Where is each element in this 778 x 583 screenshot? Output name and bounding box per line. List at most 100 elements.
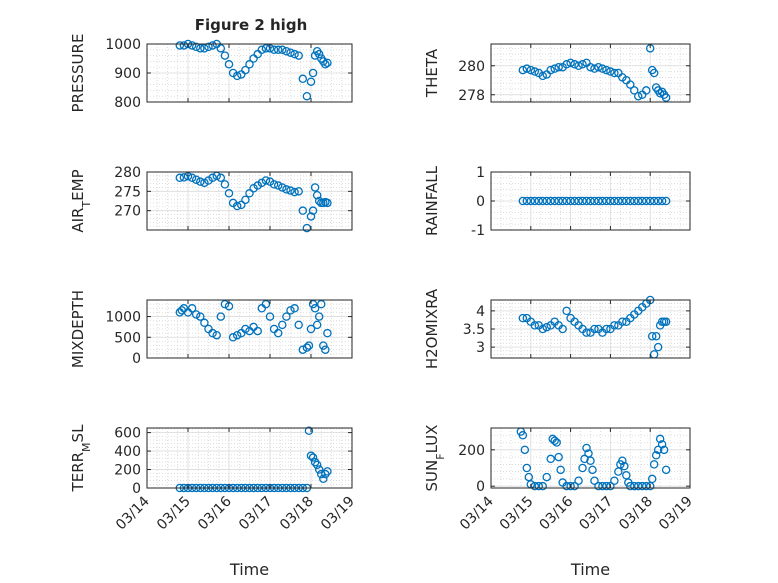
data-point: [253, 326, 262, 336]
data-point: [269, 45, 279, 55]
data-point: [257, 45, 267, 55]
y-axis-label: THETA: [423, 48, 441, 98]
data-point: [594, 62, 603, 72]
data-point: [175, 41, 185, 50]
data-point: [321, 60, 330, 69]
data-point: [308, 206, 318, 215]
x-tick-label: 03/18: [616, 494, 656, 534]
axes-box: [490, 43, 691, 103]
subplot-3: 270 275 280 AIRTEMP: [69, 165, 353, 233]
data-series: [175, 39, 332, 101]
y-tick-label: 0: [132, 481, 141, 497]
data-point: [200, 178, 209, 188]
y-tick-label: 1000: [105, 310, 141, 326]
data-point: [651, 451, 661, 460]
data-point: [620, 461, 629, 471]
data-point: [610, 196, 619, 206]
data-point: [526, 65, 536, 75]
data-point: [558, 196, 567, 206]
data-point: [241, 195, 250, 205]
data-point: [273, 328, 283, 338]
data-point: [626, 80, 635, 89]
x-tick-label: 03/14: [457, 493, 497, 533]
data-point: [594, 196, 603, 206]
data-point: [578, 196, 587, 206]
data-point: [518, 431, 528, 440]
data-point: [637, 481, 647, 491]
x-tick-label: 03/17: [576, 494, 616, 534]
data-point: [578, 60, 587, 69]
data-point: [261, 44, 271, 53]
data-point: [286, 48, 295, 57]
data-point: [653, 342, 663, 352]
data-point: [323, 198, 332, 208]
data-point: [518, 196, 528, 206]
data-point: [319, 341, 328, 350]
data-point: [590, 476, 599, 485]
data-point: [586, 196, 595, 206]
data-point: [538, 481, 547, 491]
data-point: [586, 456, 595, 465]
data-point: [552, 438, 561, 447]
data-point: [261, 176, 271, 185]
data-point: [530, 196, 540, 206]
data-point: [278, 320, 287, 330]
data-point: [273, 45, 283, 55]
data-point: [321, 345, 330, 354]
data-point: [278, 183, 287, 192]
data-point: [308, 68, 318, 78]
data-point: [598, 196, 607, 206]
data-point: [649, 196, 659, 206]
data-point: [634, 481, 643, 491]
data-point: [302, 343, 312, 352]
y-tick-label: 0: [476, 194, 485, 210]
data-point: [614, 196, 623, 206]
data-point: [522, 463, 532, 473]
data-point: [582, 328, 591, 337]
data-point: [630, 481, 639, 491]
data-point: [298, 206, 308, 215]
data-point: [580, 454, 589, 464]
data-point: [224, 189, 234, 198]
data-point: [582, 443, 591, 453]
data-point: [314, 49, 324, 59]
data-series: [518, 44, 671, 102]
data-point: [216, 44, 226, 53]
y-tick-label: 3: [476, 340, 485, 356]
data-point: [294, 320, 303, 330]
data-point: [618, 317, 627, 326]
data-point: [282, 47, 291, 56]
data-point: [562, 306, 571, 316]
data-series: [518, 196, 671, 206]
data-point: [653, 445, 663, 455]
data-point: [530, 67, 540, 76]
data-point: [538, 324, 547, 334]
data-point: [546, 196, 555, 206]
x-tick-label: 03/15: [154, 494, 194, 534]
data-point: [653, 196, 663, 206]
data-point: [312, 460, 322, 470]
y-axis-label: SUNFLUX: [423, 425, 447, 492]
data-point: [586, 62, 595, 72]
data-point: [647, 331, 657, 341]
data-point: [610, 321, 619, 330]
data-point: [570, 60, 579, 69]
data-point: [602, 196, 611, 206]
y-tick-label: 0: [132, 351, 141, 367]
data-series: [175, 299, 332, 354]
data-point: [290, 304, 299, 313]
data-point: [578, 463, 587, 473]
data-point: [208, 328, 217, 338]
subplot-4: -1 0 1 RAINFALL: [423, 165, 691, 239]
data-point: [590, 64, 599, 73]
data-point: [282, 312, 291, 321]
y-tick-label: 500: [114, 330, 141, 346]
data-point: [265, 312, 275, 321]
data-point: [538, 196, 547, 206]
data-point: [634, 91, 643, 101]
data-point: [647, 474, 657, 484]
y-tick-label: 200: [458, 443, 485, 459]
y-tick-label: 278: [458, 88, 485, 104]
data-point: [630, 86, 639, 95]
data-point: [602, 65, 611, 75]
